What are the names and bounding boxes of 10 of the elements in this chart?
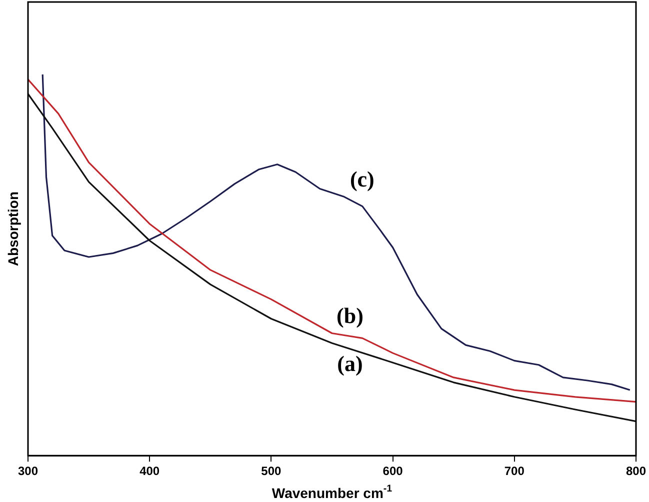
x-tick-label: 700 [504, 464, 525, 478]
series-label: (b) [336, 302, 364, 328]
y-axis-title: Absorption [5, 191, 21, 266]
x-tick-label: 800 [626, 464, 646, 478]
x-tick-label: 500 [261, 464, 282, 478]
x-tick-label: 600 [382, 464, 404, 478]
x-tick-label: 400 [140, 464, 160, 478]
series-label: (c) [350, 166, 374, 192]
x-tick-label: 300 [18, 464, 38, 478]
series-label: (a) [337, 350, 363, 376]
